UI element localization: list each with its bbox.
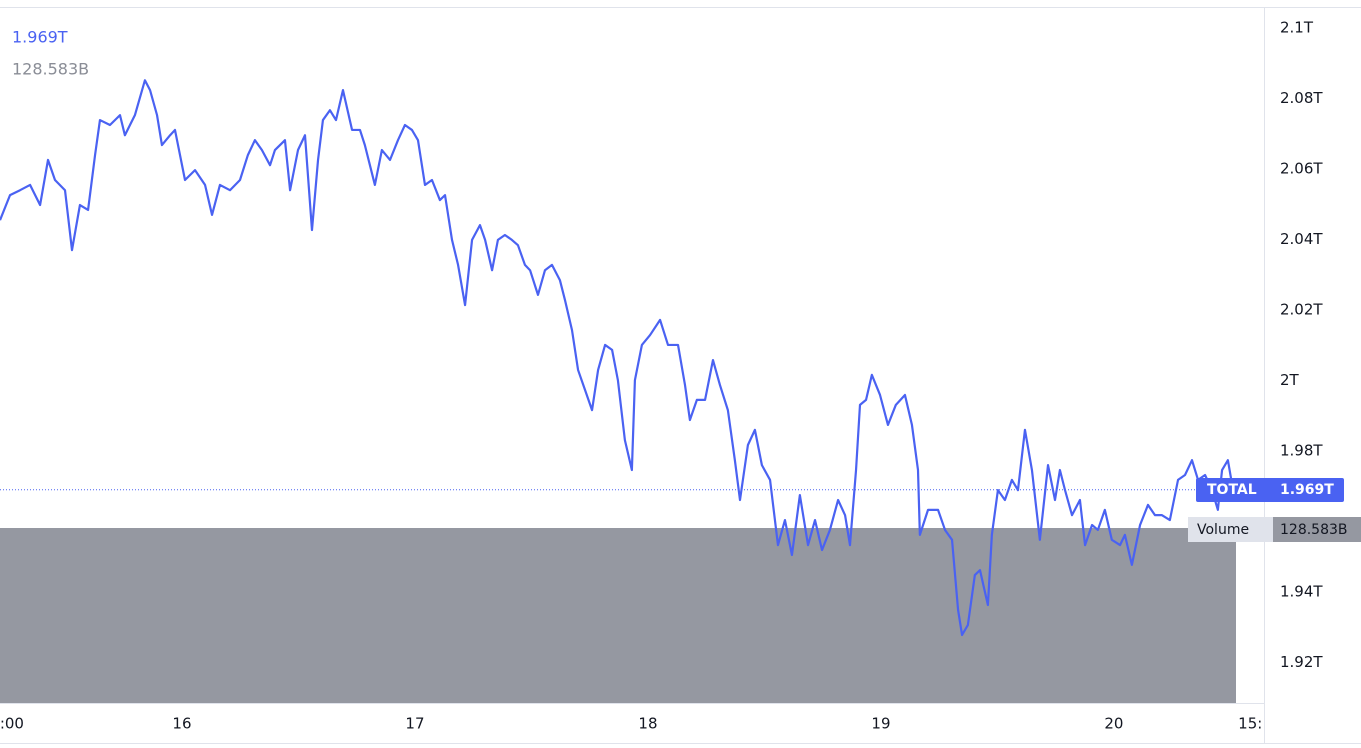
volume-label: 128.583B [1280, 522, 1348, 538]
x-tick-label: :00 [0, 715, 24, 733]
x-tick-label: 18 [638, 715, 657, 733]
y-tick-label: 2.1T [1280, 19, 1314, 37]
x-tick-label: 16 [172, 715, 191, 733]
price-badge [1196, 478, 1344, 502]
x-tick-label: 15: [1238, 715, 1262, 733]
y-tick-label: 2.04T [1280, 230, 1323, 248]
y-tick-label: 2T [1280, 371, 1300, 389]
series-name: TOTAL [1207, 482, 1257, 498]
volume-badge [1273, 517, 1361, 542]
y-tick-label: 1.92T [1280, 653, 1323, 671]
volume-pane [0, 528, 1236, 703]
legend-price: 1.969T [12, 28, 68, 47]
volume-name: Volume [1197, 522, 1249, 538]
y-tick-label: 2.02T [1280, 301, 1323, 319]
y-tick-label: 2.08T [1280, 89, 1323, 107]
x-tick-label: 20 [1104, 715, 1123, 733]
x-axis: :00 16 17 18 19 20 15: [0, 715, 1262, 733]
y-tick-label: 1.94T [1280, 582, 1323, 600]
plot [0, 79, 1264, 637]
x-tick-label: 17 [405, 715, 424, 733]
price-badge-label: 1.969T [1280, 482, 1334, 498]
legend-volume: 128.583B [12, 60, 89, 79]
volume-name-badge [1188, 517, 1273, 542]
y-tick-label: 1.98T [1280, 442, 1323, 460]
price-line [0, 79, 1235, 637]
x-tick-label: 19 [871, 715, 890, 733]
y-tick-label: 2.06T [1280, 160, 1323, 178]
